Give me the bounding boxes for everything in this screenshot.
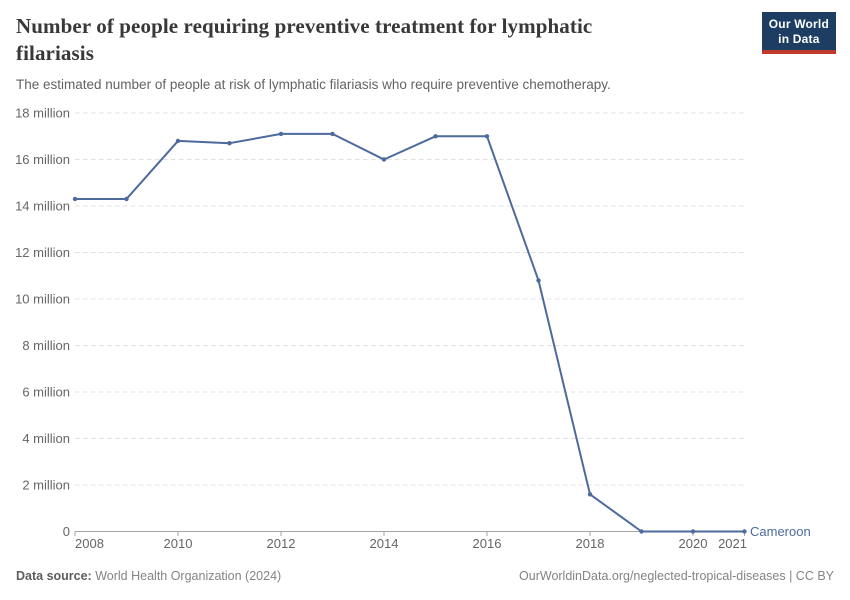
chart-title: Number of people requiring preventive tr…	[16, 14, 593, 65]
y-axis-tick-label: 10 million	[15, 292, 70, 307]
data-source-note: Data source: World Health Organization (…	[16, 569, 281, 583]
data-point-2015[interactable]	[433, 134, 438, 139]
x-axis-tick-label: 2018	[576, 536, 605, 551]
data-point-2008[interactable]	[72, 196, 78, 202]
y-axis-tick-label: 4 million	[22, 431, 70, 446]
x-axis-tick-label: 2020	[679, 536, 708, 551]
data-source-label: Data source:	[16, 569, 92, 583]
series-line-cameroon[interactable]	[74, 132, 746, 533]
owid-logo-text-line1: Our World	[768, 17, 829, 31]
data-source-value: World Health Organization (2024)	[95, 569, 282, 583]
x-axis-tick-label: 2014	[370, 536, 399, 551]
data-point-2020[interactable]	[690, 529, 696, 534]
y-axis-tick-label: 16 million	[15, 152, 70, 167]
chart-subtitle: The estimated number of people at risk o…	[16, 77, 611, 92]
data-point-2018[interactable]	[587, 492, 593, 497]
data-point-2010[interactable]	[175, 138, 181, 144]
data-point-2011[interactable]	[227, 141, 232, 146]
data-point-2014[interactable]	[381, 157, 387, 162]
data-point-2013[interactable]	[330, 131, 335, 137]
owid-logo-text-line2: in Data	[778, 32, 820, 46]
chart-area: 0 2 million 4 million 6 million 8 million 10 …	[0, 95, 850, 565]
y-axis-tick-label: 14 million	[15, 199, 70, 214]
line-chart-svg: 0 2 million 4 million 6 million 8 million 10 …	[15, 106, 811, 552]
chart-footer: Data source: World Health Organization (…	[16, 569, 834, 583]
data-point-2016[interactable]	[484, 134, 490, 139]
y-axis-tick-label: 0	[63, 524, 70, 539]
y-axis-tick-label: 6 million	[22, 385, 70, 400]
x-axis-tick-label: 2010	[164, 536, 193, 551]
data-point-2019[interactable]	[639, 529, 644, 534]
y-axis-tick-label: 12 million	[15, 245, 70, 260]
attribution-link[interactable]: OurWorldinData.org/neglected-tropical-di…	[519, 569, 834, 583]
x-axis-tick-label: 2012	[267, 536, 296, 551]
owid-logo[interactable]: Our World in Data	[761, 12, 836, 54]
data-point-2009[interactable]	[124, 196, 129, 202]
data-point-2012[interactable]	[278, 131, 284, 137]
data-point-2021[interactable]	[742, 529, 747, 534]
x-axis-tick-label: 2008	[75, 536, 104, 551]
y-axis-tick-label: 8 million	[22, 338, 70, 353]
y-axis-tick-label: 18 million	[15, 106, 70, 121]
data-point-2017[interactable]	[536, 278, 541, 283]
x-axis-tick-label: 2016	[473, 536, 502, 551]
x-axis-tick-label: 2021	[718, 536, 747, 551]
y-axis-tick-label: 2 million	[22, 478, 70, 493]
series-label-cameroon[interactable]: Cameroon	[750, 524, 811, 539]
